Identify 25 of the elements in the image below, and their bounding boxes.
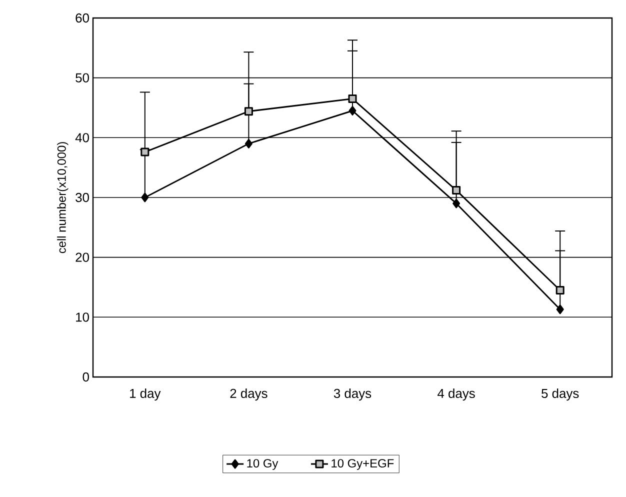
x-tick-label: 1 day (130, 388, 161, 401)
point (556, 286, 564, 294)
y-tick-label: 50 (76, 73, 89, 82)
point (140, 148, 150, 156)
y-tick-label: 0 (82, 372, 89, 382)
point (141, 192, 149, 202)
y-tick-label: 10 (76, 312, 89, 322)
point (556, 304, 564, 314)
y-tick-label: 40 (75, 133, 89, 142)
legend-label: 10 Gy (247, 459, 278, 470)
legend-label: 10 Gy+EGF (332, 459, 394, 470)
y-tick-label: 20 (76, 252, 89, 262)
point (348, 94, 357, 104)
x-tick-label: 2 days (230, 388, 268, 401)
x-tick-label: 5 days (542, 388, 579, 401)
point (244, 138, 252, 148)
point (244, 107, 253, 116)
point (348, 106, 356, 116)
x-tick-label: 4 days (438, 388, 475, 401)
y-tick-label: 30 (76, 192, 89, 202)
y-tick-label: 60 (76, 13, 89, 23)
x-tick-label: 3 days (334, 388, 372, 401)
point (452, 198, 460, 208)
y-axis-title: cell number(x10,000) (57, 142, 68, 254)
point (452, 186, 461, 195)
